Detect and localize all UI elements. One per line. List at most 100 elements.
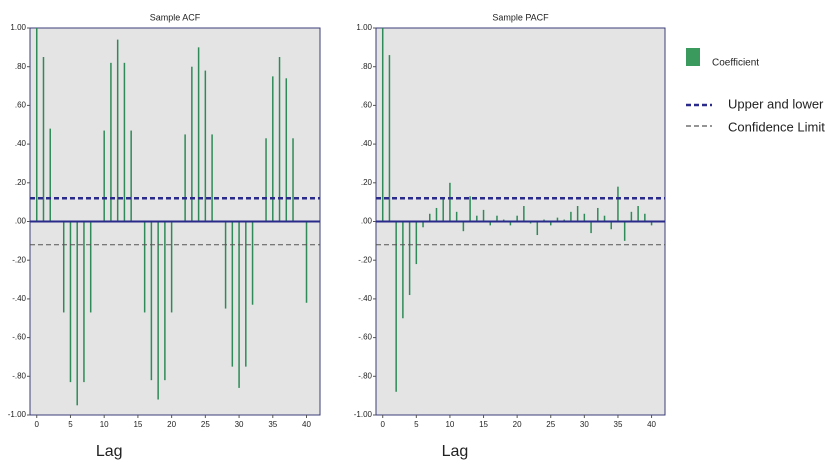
y-tick-label: .00: [15, 217, 27, 226]
bar: [170, 221, 173, 313]
bar: [62, 221, 65, 313]
x-tick-label: 0: [380, 420, 385, 429]
y-tick-label: -.80: [358, 371, 372, 380]
y-tick-label: .60: [361, 101, 373, 110]
bar: [130, 130, 132, 222]
x-tick-label: 5: [68, 420, 73, 429]
legend-swatch: [686, 48, 700, 66]
bar: [272, 76, 274, 222]
bar: [164, 221, 166, 381]
bar: [489, 221, 492, 226]
bar: [610, 221, 612, 230]
bar: [482, 209, 485, 222]
x-tick-label: 10: [100, 420, 109, 429]
bar: [278, 57, 281, 222]
bar: [123, 62, 126, 222]
bar: [245, 221, 247, 367]
bar: [449, 182, 451, 222]
y-tick-label: .40: [15, 139, 27, 148]
chart-title: Sample ACF: [150, 12, 201, 22]
bar: [576, 206, 579, 222]
bar: [402, 221, 404, 319]
bar: [224, 221, 227, 309]
bar: [509, 221, 512, 226]
bar: [191, 66, 193, 222]
y-tick-label: .80: [15, 62, 27, 71]
bar: [442, 198, 444, 222]
bar: [630, 211, 633, 222]
bar: [395, 221, 397, 392]
y-tick-label: .40: [361, 139, 373, 148]
y-tick-label: -.60: [358, 333, 372, 342]
y-tick-label: -.20: [12, 255, 26, 264]
bar: [69, 221, 72, 383]
bar: [381, 28, 384, 222]
x-tick-label: 30: [235, 420, 244, 429]
y-tick-label: 1.00: [356, 23, 372, 32]
bar: [285, 78, 288, 222]
x-tick-label: 35: [268, 420, 277, 429]
bar: [76, 221, 78, 406]
bar: [570, 211, 572, 222]
bar: [103, 130, 105, 222]
bar: [422, 221, 424, 228]
bar: [150, 221, 153, 381]
x-tick-label: 25: [546, 420, 555, 429]
y-tick-label: .60: [15, 101, 27, 110]
bar: [143, 221, 146, 313]
bar: [415, 221, 418, 265]
x-tick-label: 15: [479, 420, 488, 429]
x-tick-label: 20: [167, 420, 176, 429]
bar: [83, 221, 85, 383]
bar: [590, 221, 592, 234]
bar: [549, 221, 552, 226]
bar: [469, 196, 471, 222]
bar: [536, 221, 539, 236]
legend-label: Coefficient: [712, 58, 759, 69]
bar: [476, 215, 478, 222]
bar: [650, 221, 653, 226]
bar: [617, 186, 619, 222]
x-tick-label: 40: [302, 420, 311, 429]
y-tick-label: -.40: [358, 294, 372, 303]
bar: [49, 128, 51, 222]
bar: [184, 134, 186, 222]
bar: [197, 47, 200, 222]
y-tick-label: -1.00: [8, 410, 27, 419]
x-tick-label: 15: [133, 420, 142, 429]
bar: [157, 221, 159, 400]
y-tick-label: -.60: [12, 333, 26, 342]
bar: [89, 221, 92, 313]
bar: [110, 62, 112, 222]
bar: [523, 206, 525, 222]
bar: [408, 221, 411, 296]
bar: [251, 221, 254, 305]
bar: [292, 138, 294, 222]
bar: [429, 213, 431, 222]
x-axis-label: Lag: [96, 443, 123, 460]
bar: [597, 207, 599, 222]
bar: [265, 138, 267, 222]
x-axis-label: Lag: [442, 443, 469, 460]
bar: [462, 221, 465, 232]
x-tick-label: 20: [513, 420, 522, 429]
x-tick-label: 5: [414, 420, 419, 429]
y-tick-label: 1.00: [10, 23, 26, 32]
bar: [116, 39, 119, 222]
bar: [455, 211, 458, 222]
bar: [603, 215, 606, 222]
x-tick-label: 25: [201, 420, 210, 429]
bar: [623, 221, 626, 241]
y-tick-label: .80: [361, 62, 373, 71]
bar: [204, 70, 207, 222]
y-tick-label: -.40: [12, 294, 26, 303]
chart-title: Sample PACF: [492, 12, 549, 22]
bar: [556, 217, 559, 222]
bar: [496, 215, 498, 222]
x-tick-label: 30: [580, 420, 589, 429]
bar: [644, 213, 646, 222]
legend-label: Confidence Limit: [728, 119, 825, 134]
bar: [42, 57, 45, 222]
y-tick-label: .20: [15, 178, 27, 187]
